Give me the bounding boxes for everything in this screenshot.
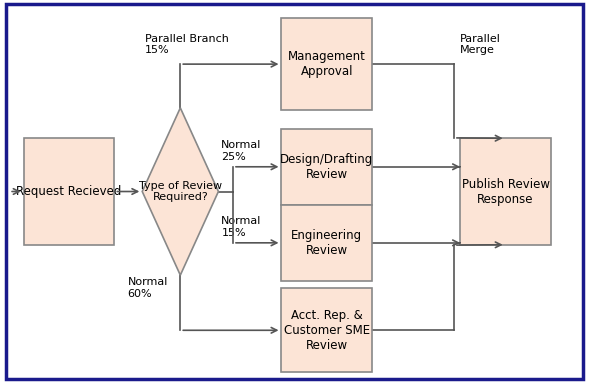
- Bar: [282, 18, 372, 110]
- Bar: [460, 138, 551, 245]
- Text: Normal
60%: Normal 60%: [128, 277, 168, 299]
- Polygon shape: [142, 108, 219, 275]
- Text: Parallel Branch
15%: Parallel Branch 15%: [145, 34, 229, 55]
- Text: Management
Approval: Management Approval: [288, 50, 366, 78]
- Text: Type of Review
Required?: Type of Review Required?: [139, 181, 222, 202]
- Bar: [24, 138, 114, 245]
- Text: Publish Review
Response: Publish Review Response: [462, 177, 550, 206]
- Text: Design/Drafting
Review: Design/Drafting Review: [280, 153, 373, 181]
- Bar: [282, 129, 372, 205]
- Bar: [282, 205, 372, 281]
- Bar: [282, 288, 372, 372]
- Text: Request Recieved: Request Recieved: [16, 185, 122, 198]
- Text: Normal
15%: Normal 15%: [221, 216, 262, 238]
- Text: Acct. Rep. &
Customer SME
Review: Acct. Rep. & Customer SME Review: [284, 309, 370, 352]
- Text: Engineering
Review: Engineering Review: [292, 229, 362, 257]
- Text: Parallel
Merge: Parallel Merge: [460, 34, 501, 55]
- Text: Normal
25%: Normal 25%: [221, 140, 262, 162]
